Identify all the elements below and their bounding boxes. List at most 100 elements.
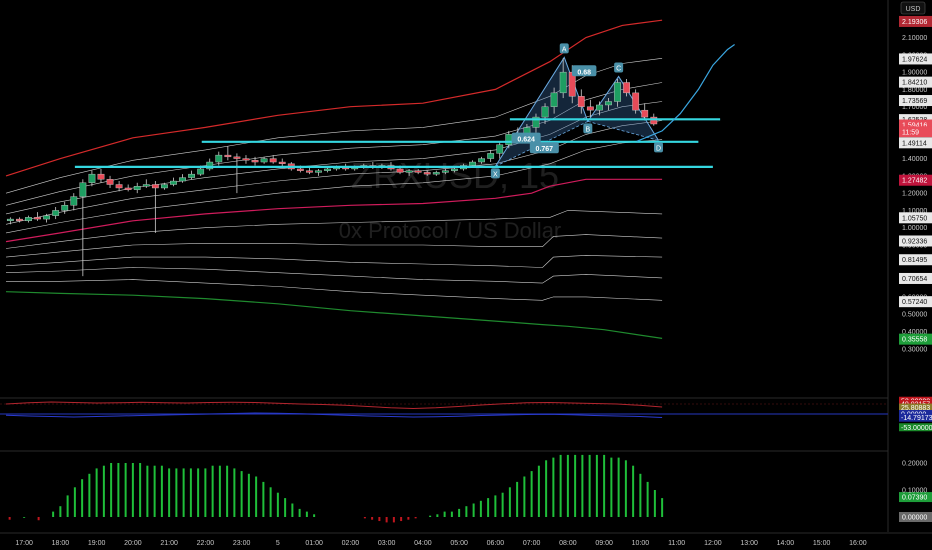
histogram-bar-up	[566, 454, 569, 517]
candle-down	[306, 170, 313, 173]
candle-down	[296, 168, 304, 171]
oscillator-label-box	[899, 413, 932, 422]
histogram-label-box	[899, 512, 932, 522]
candle-up	[170, 180, 177, 185]
y-tick-label: 1.80000	[902, 87, 927, 94]
price-label-box	[899, 254, 932, 266]
price-label: 1.59416	[902, 122, 927, 129]
x-tick-label: 12:00	[704, 540, 722, 547]
candle-down	[224, 154, 232, 158]
oscillator-label: -14.79173	[901, 415, 932, 422]
candle-up	[614, 82, 621, 102]
harmonic-point-label: C	[616, 65, 621, 72]
y-tick-label: 0.30000	[902, 346, 927, 353]
candle-up	[43, 215, 51, 220]
price-label: 1.05750	[902, 215, 927, 222]
x-tick-label: 21:00	[160, 540, 178, 547]
histogram-label: 0.07390	[902, 495, 927, 502]
harmonic-point-label: B	[585, 126, 590, 133]
candle-up	[478, 158, 485, 163]
candle-down	[251, 160, 259, 163]
y-tick-label: 1.70000	[902, 104, 927, 111]
candle-up	[161, 184, 168, 189]
band-line-2	[5, 82, 663, 206]
price-label-box	[899, 296, 932, 308]
candle-up	[605, 101, 612, 106]
histogram-bar-up	[472, 503, 475, 517]
price-label: 1.73569	[902, 98, 927, 105]
candle-up	[432, 172, 440, 175]
histogram-bar-up	[110, 463, 113, 517]
candle-down	[650, 116, 658, 125]
candle-down	[151, 184, 159, 189]
histogram-bar-up	[661, 498, 664, 517]
x-tick-label: 15:00	[813, 540, 831, 547]
histogram-label: 0.00000	[902, 515, 927, 522]
trend-line	[636, 44, 735, 142]
candle-down	[124, 187, 132, 190]
histogram-bar-down	[37, 517, 40, 521]
harmonic-point-box	[490, 168, 500, 179]
candle-down	[269, 158, 277, 163]
candle-up	[142, 184, 150, 187]
histogram-label-box	[899, 492, 932, 503]
price-label: 0.35558	[902, 337, 927, 344]
price-label: 1.49114	[902, 140, 927, 147]
histogram-bar-up	[226, 465, 229, 517]
price-label-box	[899, 137, 932, 149]
x-tick-label: 22:00	[197, 540, 215, 547]
histogram-bar-up	[131, 463, 134, 517]
candle-up	[260, 158, 268, 163]
currency-label: USD	[906, 6, 921, 13]
watermark-symbol: ZRXUSD, 15	[351, 155, 559, 196]
candle-down	[577, 96, 585, 107]
x-tick-label: 17:00	[15, 540, 33, 547]
histogram-bar-up	[276, 492, 279, 517]
x-tick-label: 05:00	[450, 540, 468, 547]
histogram-bar-up	[182, 468, 185, 517]
histogram-bar-up	[247, 473, 250, 517]
candle-up	[79, 182, 87, 197]
candle-down	[423, 172, 431, 175]
histogram-bar-down	[363, 517, 366, 519]
band-line-6	[5, 178, 663, 243]
histogram-bar-down	[371, 517, 374, 520]
x-tick-label: 20:00	[124, 540, 142, 547]
histogram-bar-up	[298, 508, 301, 517]
histogram-bar-up	[262, 481, 265, 517]
candle-up	[451, 168, 458, 171]
histogram-bar-up	[23, 517, 26, 518]
candle-down	[632, 92, 640, 111]
histogram-bar-up	[73, 487, 76, 517]
price-label: 0.57240	[902, 299, 927, 306]
histogram-bar-up	[59, 506, 62, 517]
price-label-box	[899, 235, 932, 247]
histogram-bar-down	[392, 517, 395, 523]
x-tick-label: 18:00	[52, 540, 70, 547]
histogram-bar-up	[595, 454, 598, 517]
oscillator-line-red	[5, 401, 663, 410]
candle-up	[541, 106, 549, 118]
candle-up	[596, 104, 603, 111]
candle-down	[641, 109, 649, 118]
histogram-bar-up	[443, 511, 446, 517]
histogram-bar-down	[385, 517, 388, 523]
histogram-tick-label: 0.10000	[902, 488, 927, 495]
y-tick-label: 1.40000	[902, 156, 927, 163]
histogram-bar-up	[211, 465, 214, 517]
y-tick-label: 2.10000	[902, 35, 927, 42]
price-label: 2.19306	[902, 19, 927, 26]
histogram-bar-up	[465, 506, 468, 517]
candle-up	[70, 196, 78, 206]
histogram-bar-down	[400, 517, 403, 522]
candle-up	[505, 134, 513, 145]
x-tick-label: 23:00	[233, 540, 251, 547]
harmonic-point-label: X	[493, 171, 498, 178]
harmonic-point-box	[583, 123, 593, 134]
harmonic-point-box	[654, 142, 663, 153]
histogram-bar-up	[458, 508, 461, 517]
price-label-box	[899, 333, 932, 345]
price-label-box	[899, 212, 932, 224]
